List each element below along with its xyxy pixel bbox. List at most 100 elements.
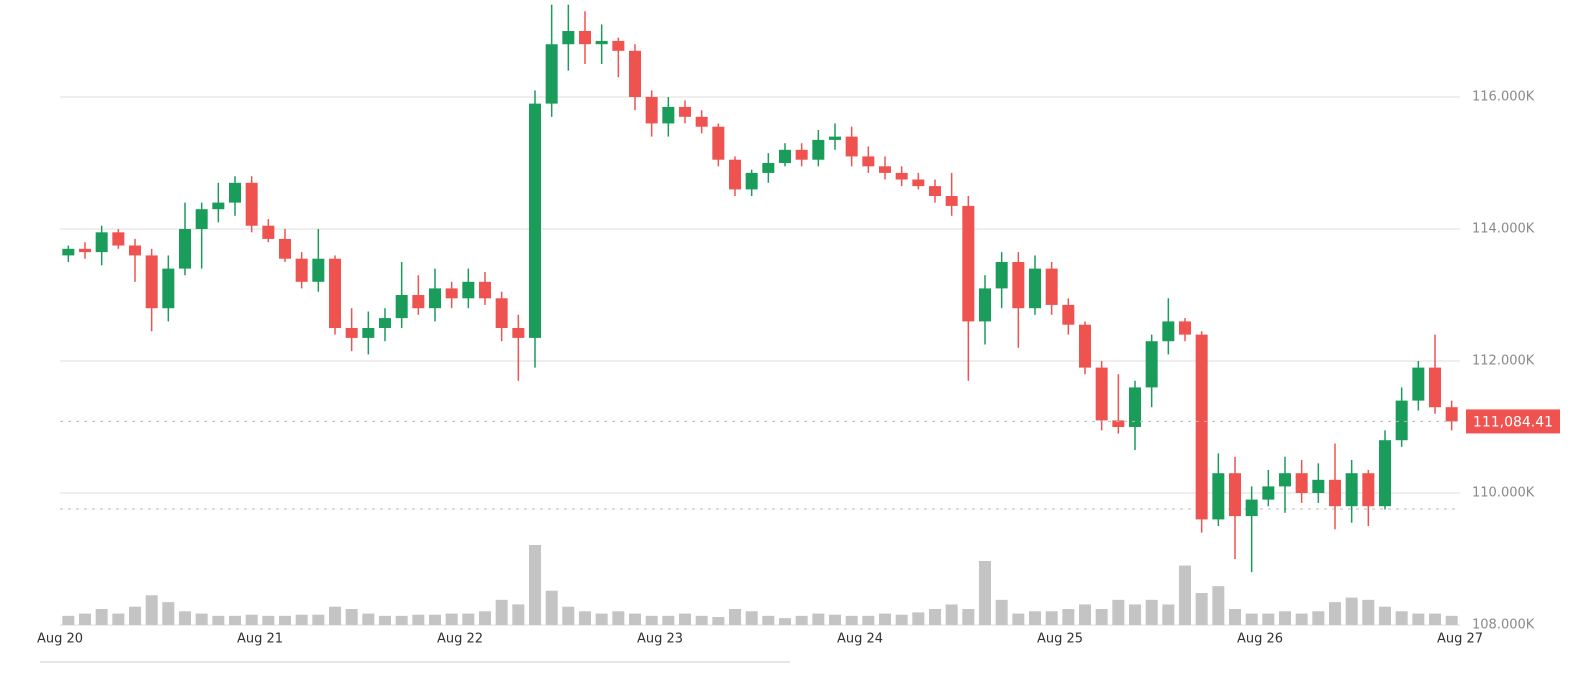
candle-body — [195, 209, 208, 230]
candle-body — [1429, 367, 1441, 408]
candle-body — [1395, 400, 1408, 441]
candle-body — [1129, 387, 1141, 428]
candle-body — [62, 248, 75, 256]
y-tick-label: 114.000K — [1472, 222, 1535, 237]
volume-bar — [862, 615, 875, 625]
volume-bar — [1029, 611, 1041, 625]
candle-body — [1029, 268, 1041, 309]
volume-bar — [979, 561, 991, 625]
candle-body — [929, 186, 941, 197]
volume-bar — [929, 609, 941, 625]
candle-body — [695, 116, 708, 127]
volume-bar — [162, 602, 175, 625]
candle-body — [1195, 334, 1208, 520]
candle-body — [1245, 499, 1258, 517]
volume-bar — [262, 615, 275, 625]
candle-body — [579, 31, 591, 45]
candle-body — [895, 172, 908, 180]
y-tick-label: 110.000K — [1472, 486, 1535, 501]
volume-bar — [312, 614, 325, 625]
price-tag — [1466, 409, 1560, 434]
candle-body — [1145, 341, 1158, 388]
candle-body — [945, 196, 958, 206]
volume-bar — [545, 590, 558, 625]
candle-body — [112, 232, 125, 246]
volume-bar — [745, 611, 758, 625]
candle-body — [845, 136, 858, 157]
candle-body — [1279, 473, 1291, 487]
candle-body — [1112, 420, 1125, 428]
volume-bar — [1262, 613, 1275, 625]
volume-bar — [1412, 613, 1425, 625]
volume-bar — [279, 615, 291, 625]
volume-bar — [195, 613, 208, 625]
candle-body — [1329, 479, 1341, 507]
volume-bar — [1145, 599, 1158, 625]
candle-body — [1179, 321, 1191, 335]
candle-body — [812, 139, 825, 160]
candle-body — [1262, 486, 1275, 500]
x-tick-label: Aug 27 — [1437, 632, 1483, 647]
volume-bar — [595, 613, 608, 625]
volume-bar — [729, 609, 741, 625]
candle-body — [229, 182, 241, 203]
volume-bar — [612, 611, 625, 625]
candle-body — [1212, 473, 1225, 520]
candle-body — [712, 126, 725, 160]
candle-body — [95, 232, 108, 253]
volume-bar — [1112, 599, 1125, 625]
volume-bar — [962, 609, 975, 625]
candle-body — [1045, 268, 1058, 305]
candle-body — [1162, 321, 1175, 342]
y-tick-label: 108.000K — [1472, 618, 1535, 633]
candle-body — [212, 202, 225, 210]
volume-bar — [1362, 599, 1375, 625]
candle-body — [795, 149, 808, 160]
candle-body — [129, 245, 141, 256]
volume-bar — [329, 606, 341, 625]
volume-bar — [345, 609, 358, 625]
candle-body — [462, 281, 475, 299]
volume-bar — [1095, 609, 1108, 625]
volume-bar — [95, 609, 108, 625]
volume-bar — [1312, 611, 1325, 625]
candle-body — [1012, 262, 1025, 309]
candle-body — [79, 248, 91, 253]
volume-bar — [695, 615, 708, 625]
candle-body — [1312, 479, 1325, 494]
candle-body — [329, 258, 341, 329]
volume-bar — [79, 613, 91, 625]
volume-bar — [1229, 609, 1241, 625]
volume-bar — [762, 615, 775, 625]
volume-bar — [645, 615, 658, 625]
volume-bar — [445, 613, 458, 625]
volume-bar — [812, 613, 825, 625]
candle-body — [829, 136, 841, 140]
volume-bar — [429, 614, 441, 625]
candle-body — [1345, 473, 1358, 507]
candle-body — [745, 172, 758, 190]
volume-bar — [1212, 586, 1225, 625]
candle-body — [912, 179, 925, 187]
candle-body — [645, 97, 658, 124]
x-tick-label: Aug 22 — [437, 632, 483, 647]
candle-body — [412, 295, 425, 309]
volume-bar — [479, 611, 491, 625]
candle-body — [1379, 440, 1391, 507]
volume-bar — [1429, 613, 1441, 625]
volume-bar — [112, 613, 125, 625]
volume-bar — [579, 611, 591, 625]
candle-body — [295, 258, 308, 282]
candle-body — [345, 328, 358, 338]
candle-body — [1362, 473, 1375, 507]
x-tick-label: Aug 24 — [837, 632, 883, 647]
price-tag-label: 111,084.41 — [1473, 414, 1553, 430]
volume-bar — [462, 613, 475, 625]
candle-body — [429, 288, 441, 309]
volume-bar — [512, 604, 525, 625]
candle-body — [995, 262, 1008, 289]
volume-bar — [295, 614, 308, 625]
volume-bar — [912, 612, 925, 625]
volume-bar — [1379, 606, 1391, 625]
